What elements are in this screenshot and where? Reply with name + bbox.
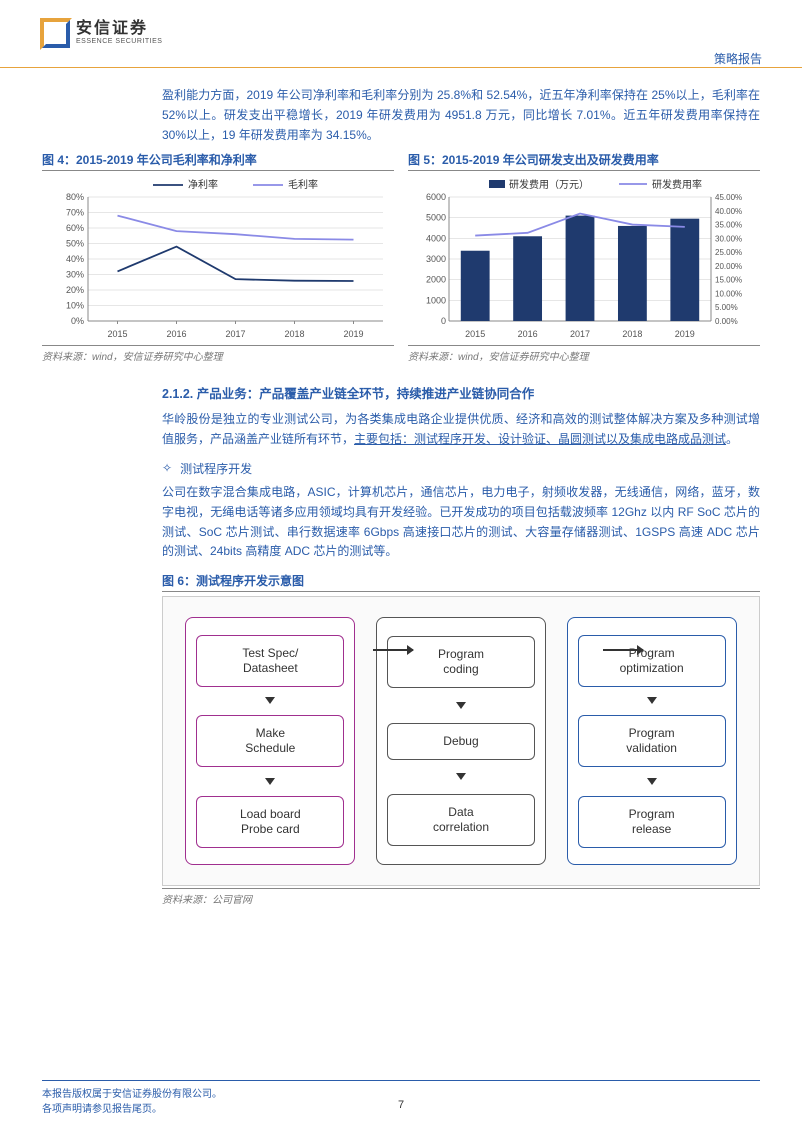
arrow-down-icon	[265, 778, 275, 785]
chart4-container: 图 4：2015-2019 年公司毛利率和净利率 0% 10% 20% 30% 40% 5…	[42, 151, 394, 363]
svg-text:45.00%: 45.00%	[715, 193, 742, 202]
profitability-paragraph: 盈利能力方面，2019 年公司净利率和毛利率分别为 25.8%和 52.54%，…	[42, 86, 760, 145]
svg-text:2019: 2019	[675, 329, 695, 339]
svg-text:2019: 2019	[343, 329, 363, 339]
svg-text:2000: 2000	[426, 275, 446, 285]
section-heading: 2.1.2. 产品业务：产品覆盖产业链全环节，持续推进产业链协同合作	[162, 383, 760, 402]
fig6-flowchart: Test Spec/Datasheet MakeSchedule Load bo…	[162, 596, 760, 886]
svg-text:30.00%: 30.00%	[715, 235, 742, 244]
node-program-coding: Programcoding	[387, 636, 535, 688]
footer-line2: 各项声明请参见报告尾页。	[42, 1100, 222, 1115]
svg-text:20.00%: 20.00%	[715, 262, 742, 271]
svg-text:2016: 2016	[518, 329, 538, 339]
chart5-container: 图 5：2015-2019 年公司研发支出及研发费用率 0 1000 2000 300…	[408, 151, 760, 363]
svg-text:2018: 2018	[284, 329, 304, 339]
svg-text:30%: 30%	[66, 270, 84, 280]
svg-text:2015: 2015	[107, 329, 127, 339]
fig6-title: 图 6：测试程序开发示意图	[162, 572, 760, 592]
chart4-plot: 0% 10% 20% 30% 40% 50% 60% 70% 80% 2015 2016 2017 20…	[42, 173, 394, 343]
node-program-optimization: Programoptimization	[578, 635, 726, 687]
flow-col-2: Programcoding Debug Datacorrelation	[376, 617, 546, 865]
bullet-label: 测试程序开发	[180, 460, 252, 477]
footer-line1: 本报告版权属于安信证券股份有限公司。	[42, 1085, 222, 1100]
chart4-source: 资料来源：wind，安信证券研究中心整理	[42, 345, 394, 363]
arrow-down-icon	[647, 778, 657, 785]
logo-icon	[40, 18, 70, 48]
svg-text:4000: 4000	[426, 234, 446, 244]
arrow-down-icon	[456, 702, 466, 709]
arrow-right-icon	[373, 649, 413, 651]
svg-text:70%: 70%	[66, 208, 84, 218]
node-program-release: Programrelease	[578, 796, 726, 848]
svg-text:3000: 3000	[426, 254, 446, 264]
svg-text:研发费用率: 研发费用率	[652, 178, 702, 191]
diamond-icon: ✧	[162, 461, 172, 475]
svg-text:10%: 10%	[66, 301, 84, 311]
svg-text:0%: 0%	[71, 316, 84, 326]
para2-underline: 主要包括：测试程序开发、设计验证、晶圆测试以及集成电路成品测试	[354, 432, 726, 446]
page-footer: 本报告版权属于安信证券股份有限公司。 各项声明请参见报告尾页。	[42, 1080, 760, 1115]
svg-text:40.00%: 40.00%	[715, 207, 742, 216]
svg-text:2016: 2016	[166, 329, 186, 339]
company-intro-paragraph: 华岭股份是独立的专业测试公司，为各类集成电路企业提供优质、经济和高效的测试整体解…	[162, 410, 760, 450]
svg-text:净利率: 净利率	[188, 178, 218, 191]
svg-text:20%: 20%	[66, 285, 84, 295]
logo-title-en: ESSENCE SECURITIES	[76, 38, 162, 46]
svg-text:0.00%: 0.00%	[715, 317, 738, 326]
test-program-paragraph: 公司在数字混合集成电路，ASIC，计算机芯片，通信芯片，电力电子，射频收发器，无…	[162, 483, 760, 562]
logo-title-cn: 安信证券	[76, 20, 162, 38]
svg-text:2018: 2018	[622, 329, 642, 339]
fig6-source: 资料来源：公司官网	[162, 888, 760, 906]
svg-text:10.00%: 10.00%	[715, 290, 742, 299]
arrow-down-icon	[456, 773, 466, 780]
para2-b: 。	[726, 432, 738, 446]
svg-text:研发费用（万元）: 研发费用（万元）	[509, 178, 589, 191]
chart4-title: 图 4：2015-2019 年公司毛利率和净利率	[42, 151, 394, 171]
svg-text:40%: 40%	[66, 254, 84, 264]
svg-text:2017: 2017	[225, 329, 245, 339]
svg-text:毛利率: 毛利率	[288, 178, 318, 191]
node-make-schedule: MakeSchedule	[196, 715, 344, 767]
chart5-plot: 0 1000 2000 3000 4000 5000 6000 0.00% 5.00% 10.00…	[408, 173, 760, 343]
arrow-down-icon	[265, 697, 275, 704]
svg-text:2017: 2017	[570, 329, 590, 339]
chart5-source: 资料来源：wind，安信证券研究中心整理	[408, 345, 760, 363]
svg-text:25.00%: 25.00%	[715, 249, 742, 258]
svg-text:5.00%: 5.00%	[715, 304, 738, 313]
node-data-correlation: Datacorrelation	[387, 794, 535, 846]
svg-text:50%: 50%	[66, 239, 84, 249]
flow-col-1: Test Spec/Datasheet MakeSchedule Load bo…	[185, 617, 355, 865]
report-type: 策略报告	[714, 50, 762, 67]
svg-text:5000: 5000	[426, 213, 446, 223]
charts-row: 图 4：2015-2019 年公司毛利率和净利率 0% 10% 20% 30% 40% 5…	[42, 151, 760, 363]
node-debug: Debug	[387, 723, 535, 760]
bullet-test-program: ✧ 测试程序开发	[162, 460, 760, 477]
arrow-down-icon	[647, 697, 657, 704]
arrow-right-icon	[603, 649, 643, 651]
svg-text:0: 0	[441, 316, 446, 326]
svg-text:80%: 80%	[66, 192, 84, 202]
svg-text:15.00%: 15.00%	[715, 276, 742, 285]
svg-text:2015: 2015	[465, 329, 485, 339]
svg-text:6000: 6000	[426, 192, 446, 202]
node-program-validation: Programvalidation	[578, 715, 726, 767]
svg-text:35.00%: 35.00%	[715, 221, 742, 230]
page-header: 安信证券 ESSENCE SECURITIES 策略报告	[0, 0, 802, 68]
svg-text:60%: 60%	[66, 223, 84, 233]
logo: 安信证券 ESSENCE SECURITIES	[40, 18, 162, 48]
node-test-spec: Test Spec/Datasheet	[196, 635, 344, 687]
svg-text:1000: 1000	[426, 296, 446, 306]
node-load-board: Load boardProbe card	[196, 796, 344, 848]
flow-col-3: Programoptimization Programvalidation Pr…	[567, 617, 737, 865]
chart5-title: 图 5：2015-2019 年公司研发支出及研发费用率	[408, 151, 760, 171]
